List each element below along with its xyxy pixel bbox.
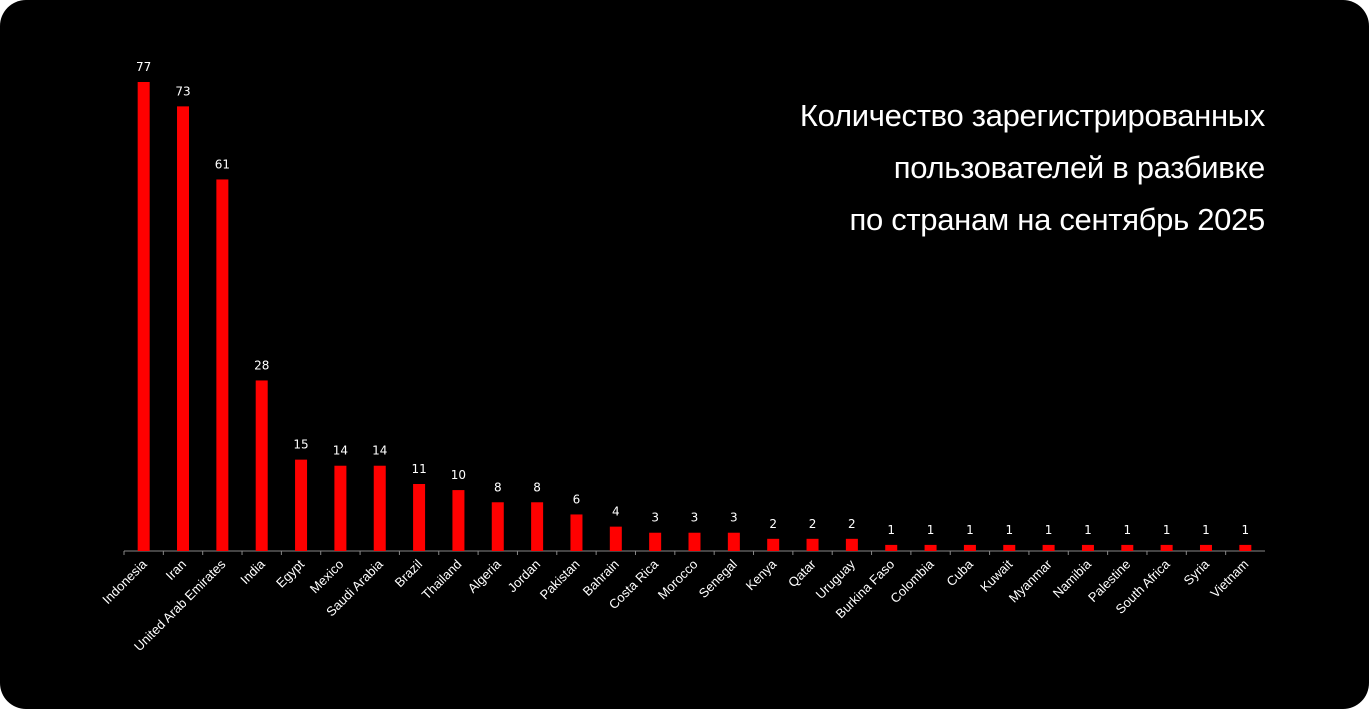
bar-cuba bbox=[963, 544, 976, 551]
x-tick-label: India bbox=[237, 556, 268, 587]
data-label: 61 bbox=[215, 157, 230, 171]
x-tick-label: Kuwait bbox=[977, 556, 1015, 594]
x-tick-label: Qatar bbox=[785, 556, 819, 590]
data-label: 1 bbox=[1005, 523, 1013, 537]
data-label: 6 bbox=[573, 492, 581, 506]
data-label: 28 bbox=[254, 358, 269, 372]
bar-uruguay bbox=[845, 538, 858, 551]
bar-colombia bbox=[924, 544, 937, 551]
data-label: 1 bbox=[1045, 523, 1053, 537]
data-label: 1 bbox=[966, 523, 974, 537]
data-label: 73 bbox=[175, 84, 190, 98]
bar-myanmar bbox=[1042, 544, 1055, 551]
bar-costa-rica bbox=[649, 532, 662, 551]
bar-qatar bbox=[806, 538, 819, 551]
data-label: 8 bbox=[533, 480, 541, 494]
data-label: 1 bbox=[927, 523, 935, 537]
bar-mexico bbox=[334, 465, 347, 551]
data-label: 3 bbox=[730, 511, 738, 525]
data-label: 11 bbox=[411, 462, 426, 476]
chart-title-line-3: по странам на сентябрь 2025 bbox=[849, 202, 1265, 237]
bar-algeria bbox=[491, 502, 504, 551]
bar-united-arab-emirates bbox=[216, 179, 229, 552]
chart-title-line-2: пользователей в разбивке bbox=[893, 150, 1266, 185]
bar-kuwait bbox=[1003, 544, 1016, 551]
data-label: 15 bbox=[293, 438, 308, 452]
data-label: 1 bbox=[887, 523, 895, 537]
x-tick-label: Algeria bbox=[465, 556, 505, 596]
bar-indonesia bbox=[137, 82, 150, 551]
bar-syria bbox=[1199, 544, 1212, 551]
bar-morocco bbox=[688, 532, 701, 551]
bar-india bbox=[255, 380, 268, 551]
x-tick-label: Thailand bbox=[419, 557, 465, 603]
bar-bahrain bbox=[609, 526, 622, 551]
x-tick-label: Morocco bbox=[655, 557, 701, 603]
x-tick-label: Colombia bbox=[887, 556, 937, 606]
x-tick-label: Brazil bbox=[392, 556, 426, 590]
data-label: 2 bbox=[769, 517, 777, 531]
bar-jordan bbox=[531, 502, 544, 551]
bar-namibia bbox=[1081, 544, 1094, 551]
data-label: 1 bbox=[1163, 523, 1171, 537]
data-label: 2 bbox=[848, 517, 856, 531]
bar-pakistan bbox=[570, 514, 583, 551]
chart-title-line-1: Количество зарегистрированных bbox=[799, 98, 1265, 133]
bar-south-africa bbox=[1160, 544, 1173, 551]
data-label: 3 bbox=[691, 511, 699, 525]
x-tick-label: Cuba bbox=[943, 556, 976, 589]
x-tick-label: Senegal bbox=[696, 556, 740, 600]
data-label: 2 bbox=[809, 517, 817, 531]
bar-palestine bbox=[1121, 544, 1134, 551]
x-tick-label: Pakistan bbox=[537, 557, 583, 603]
data-label: 77 bbox=[136, 60, 151, 74]
x-tick-label: Iran bbox=[163, 557, 189, 583]
bar-saudi-arabia bbox=[373, 465, 386, 551]
data-label: 1 bbox=[1242, 523, 1250, 537]
bar-iran bbox=[177, 106, 190, 551]
bar-burkina-faso bbox=[885, 544, 898, 551]
data-label: 1 bbox=[1202, 523, 1210, 537]
data-label: 8 bbox=[494, 480, 502, 494]
bar-egypt bbox=[295, 459, 308, 551]
x-tick-label: Syria bbox=[1181, 556, 1213, 588]
data-label: 14 bbox=[333, 444, 348, 458]
bar-thailand bbox=[452, 490, 465, 551]
data-label: 14 bbox=[372, 444, 387, 458]
data-label: 1 bbox=[1084, 523, 1092, 537]
x-tick-label: Egypt bbox=[273, 556, 307, 590]
bar-vietnam bbox=[1239, 544, 1252, 551]
data-label: 3 bbox=[651, 511, 659, 525]
chart-title: Количество зарегистрированных пользовате… bbox=[665, 90, 1265, 246]
x-tick-label: Jordan bbox=[505, 557, 544, 596]
x-tick-label: Kenya bbox=[743, 556, 780, 593]
bar-brazil bbox=[413, 484, 426, 551]
bar-kenya bbox=[767, 538, 780, 551]
x-tick-label: Indonesia bbox=[99, 556, 150, 607]
data-label: 10 bbox=[451, 468, 466, 482]
x-tick-label: Vietnam bbox=[1207, 557, 1251, 601]
data-label: 1 bbox=[1123, 523, 1131, 537]
x-tick-label: Myanmar bbox=[1006, 556, 1055, 605]
bar-senegal bbox=[727, 532, 740, 551]
data-label: 4 bbox=[612, 505, 620, 519]
